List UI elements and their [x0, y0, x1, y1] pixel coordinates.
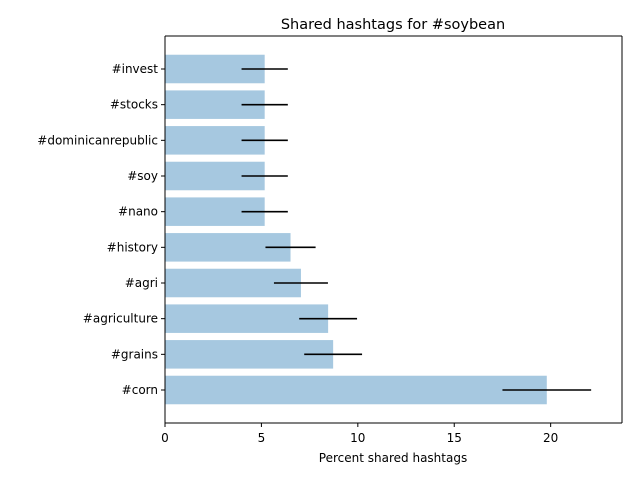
y-tick-label: #nano: [118, 205, 158, 219]
y-tick-label: #dominicanrepublic: [37, 133, 158, 147]
y-tick-group: #invest #stocks #dominicanrepublic #soy #nan…: [37, 62, 165, 397]
x-tick-label: 0: [161, 431, 169, 445]
y-tick-label: #stocks: [110, 98, 158, 112]
x-tick-group: 0 5 10 15 20: [161, 423, 558, 445]
errorbars-group: [241, 68, 592, 391]
x-tick-label: 15: [447, 431, 462, 445]
y-tick-label: #history: [107, 240, 158, 254]
x-tick-label: 10: [350, 431, 365, 445]
y-tick-label: #corn: [122, 383, 158, 397]
y-tick-label: #soy: [127, 169, 158, 183]
x-tick-label: 20: [543, 431, 558, 445]
x-axis-label: Percent shared hashtags: [319, 451, 467, 465]
y-tick-label: #agriculture: [83, 312, 158, 326]
bar-corn: [165, 375, 547, 405]
y-tick-label: #invest: [112, 62, 159, 76]
chart-title: Shared hashtags for #soybean: [281, 17, 505, 33]
x-tick-label: 5: [258, 431, 266, 445]
y-tick-label: #agri: [125, 276, 158, 290]
y-tick-label: #grains: [111, 347, 158, 361]
